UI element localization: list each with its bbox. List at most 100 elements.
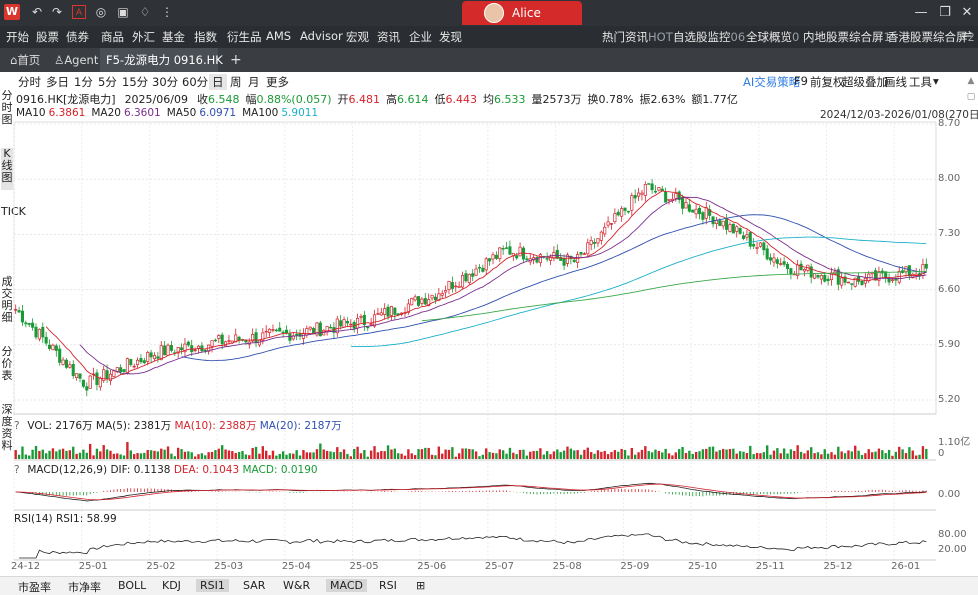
help-icon[interactable]: ? [14,420,20,432]
collapse-icon[interactable]: ▲ [967,76,975,86]
alert-icon[interactable]: A [72,5,86,19]
tab-agent[interactable]: ♙Agent [54,53,99,67]
left-tab-5[interactable]: 深度资料 [1,403,13,452]
candle-body [281,331,285,334]
period-8[interactable]: 周 [230,75,242,89]
period-0[interactable]: 分时 [18,75,41,89]
indicator-tab-4[interactable]: RSI1 [196,579,229,592]
quick-link-3[interactable]: 内地股票综合屏1 [803,30,891,44]
period-2[interactable]: 1分 [74,75,93,89]
candle-body [318,322,322,337]
more-icon[interactable]: ⋮ [161,5,173,19]
candle-body [535,257,539,263]
user-badge[interactable]: Alice [462,1,582,25]
candle-body [620,208,624,217]
candle-body [176,347,180,354]
menu-item-10[interactable]: 宏观 [346,30,369,44]
add-tab-button[interactable]: + [230,52,242,68]
volume-bar [891,455,894,459]
menu-item-2[interactable]: 债券 [66,30,89,44]
left-tab-0[interactable]: 分时图 [1,89,13,126]
menu-item-4[interactable]: 外汇 [132,30,155,44]
volume-bar [823,449,826,459]
indicator-tab-6[interactable]: W&R [283,579,311,592]
monitor-icon[interactable]: ▣ [117,5,129,19]
volume-bar [248,455,251,459]
period-5[interactable]: 30分 [152,75,179,89]
tool-f9[interactable]: F9 [794,74,808,88]
restore-icon[interactable]: ❐ [939,5,951,20]
menu-toggle-icon[interactable]: ⇌ [961,28,973,43]
candle-body [799,263,803,271]
indicator-tab-0[interactable]: 市盈率 [18,581,51,594]
indicator-tab-5[interactable]: SAR [243,579,266,592]
candle-body [836,269,840,285]
tab-home[interactable]: ⌂首页 [10,53,41,67]
candle-body [68,364,72,368]
period-9[interactable]: 月 [248,75,260,89]
close-icon[interactable]: ✕ [961,5,973,20]
period-6[interactable]: 60分 [182,75,209,89]
minimize-icon[interactable]: — [914,5,928,20]
volume-bar [454,456,457,459]
tool-tools[interactable]: 工具 [909,75,932,89]
left-tab-4[interactable]: 分价表 [1,345,13,382]
menu-item-5[interactable]: 基金 [162,30,185,44]
menu-item-6[interactable]: 指数 [194,30,217,44]
period-7[interactable]: 日 [209,74,227,90]
tools-dropdown-icon[interactable]: ▾ [933,74,939,88]
candle-body [741,235,746,239]
indicator-tab-3[interactable]: KDJ [162,579,181,592]
chat-icon[interactable]: ◎ [95,5,107,19]
tool-ai[interactable]: AI交易策略 [743,75,801,89]
period-3[interactable]: 5分 [98,75,117,89]
period-1[interactable]: 多日 [46,75,69,89]
indicator-tab-8[interactable]: RSI [379,579,397,592]
indicator-tab-2[interactable]: BOLL [118,579,147,592]
menu-item-7[interactable]: 衍生品 [227,30,262,44]
kline-chart[interactable] [0,0,978,576]
indicator-tab-7[interactable]: MACD [326,579,367,592]
help-icon[interactable]: ? [14,464,20,476]
menu-item-3[interactable]: 商品 [101,30,124,44]
tool-draw[interactable]: 画线 [884,75,907,89]
quick-link-4[interactable]: 香港股票综合屏2 [887,30,975,44]
volume-bar [434,455,437,459]
menu-item-8[interactable]: AMS [266,29,292,43]
volume-bar [190,452,193,459]
period-10[interactable]: 更多 [266,75,289,89]
candle-body [457,285,461,288]
menu-item-0[interactable]: 开始 [6,30,29,44]
tool-overlay[interactable]: 超级叠加 [842,75,888,89]
candle-body [98,378,102,388]
period-4[interactable]: 15分 [122,75,149,89]
indicator-tab-1[interactable]: 市净率 [68,581,101,594]
left-tab-1[interactable]: K线图 [1,148,13,190]
settings-icon[interactable]: ▢ [966,92,976,102]
menu-item-12[interactable]: 企业 [409,30,432,44]
candle-body [461,274,465,288]
menu-item-1[interactable]: 股票 [36,30,59,44]
volume-bar [508,447,512,459]
quick-link-1[interactable]: 自选股监控06 [673,30,746,44]
candle-body [261,332,265,341]
tool-fq[interactable]: 前复权 [810,75,845,89]
quick-link-0[interactable]: 热门资讯HOT [602,30,673,44]
tab-stock[interactable]: F5-龙源电力 0916.HK [100,48,223,72]
volume-bar [44,453,48,459]
forward-icon[interactable]: ↷ [51,5,63,19]
left-tab-3[interactable]: 成交明细 [1,275,13,324]
bell-icon[interactable]: ♢ [139,5,151,19]
quick-link-2[interactable]: 全球概览0 [746,30,800,44]
price-axis-label: 8.00 [938,173,961,185]
volume-bar [292,453,295,459]
volume-bar [231,451,234,459]
menu-item-11[interactable]: 资讯 [377,30,400,44]
menu-item-13[interactable]: 发现 [439,30,462,44]
back-icon[interactable]: ↶ [31,5,43,19]
volume-bar [112,453,116,459]
rsi-axis-label: 20.00 [938,544,967,555]
menu-item-9[interactable]: Advisor [300,29,343,43]
add-indicator-button[interactable]: ⊞ [416,579,426,592]
date-axis-label: 24-12 [11,561,41,572]
